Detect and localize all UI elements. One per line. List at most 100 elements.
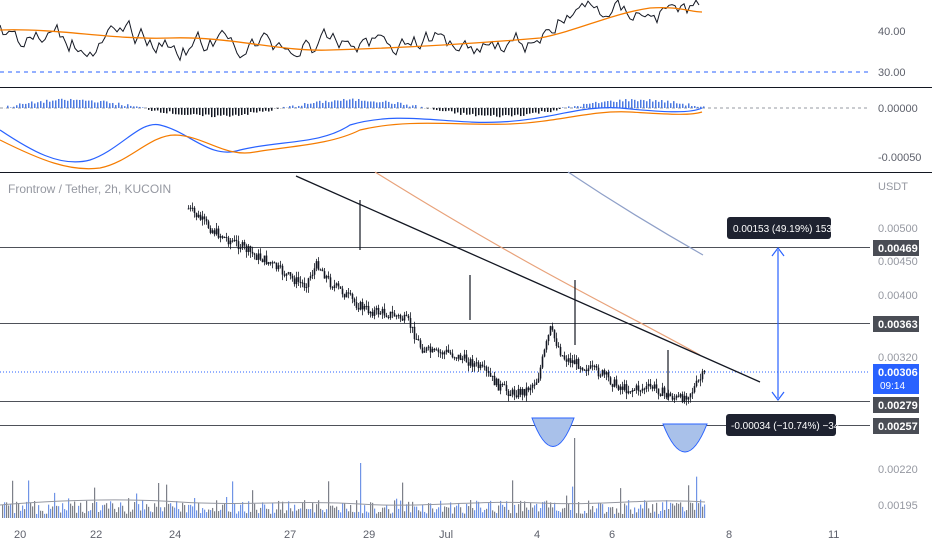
volume-bar <box>644 500 646 518</box>
volume-bar <box>216 500 218 518</box>
candle <box>693 386 696 393</box>
volume-bar <box>376 513 378 518</box>
macd-panel[interactable]: 0.00000 -0.00050 <box>0 98 921 170</box>
macd-bar <box>226 108 228 116</box>
macd-bar <box>58 98 60 108</box>
volume-bar <box>70 503 72 518</box>
macd-bar <box>142 107 144 108</box>
volume-bar <box>308 509 310 518</box>
macd-bar <box>391 103 393 108</box>
volume-bar <box>664 509 666 518</box>
volume-bar <box>676 502 678 518</box>
volume-bar <box>558 511 560 518</box>
macd-bar <box>691 106 693 108</box>
macd-bar <box>517 108 519 115</box>
macd-bar <box>694 105 696 108</box>
volume-bar <box>120 502 122 518</box>
volume-bar <box>28 480 30 518</box>
volume-bar <box>464 513 466 518</box>
volume-bars <box>2 438 706 518</box>
macd-bar <box>628 101 630 108</box>
volume-bar <box>286 510 288 518</box>
volume-bar <box>318 500 320 518</box>
volume-bar <box>572 486 574 518</box>
candle <box>193 207 196 213</box>
volume-bar <box>232 481 234 518</box>
candle <box>387 317 390 319</box>
volume-bar <box>218 511 220 518</box>
candle <box>349 293 352 295</box>
macd-bar <box>640 99 642 108</box>
volume-bar <box>262 502 264 518</box>
volume-bar <box>140 510 142 518</box>
macd-bar <box>490 108 492 116</box>
volume-bar <box>180 511 182 518</box>
time-axis[interactable]: 20 22 24 27 29 Jul 4 6 8 11 <box>14 529 839 541</box>
volume-bar <box>64 509 66 518</box>
candle <box>323 271 326 279</box>
macd-bar <box>154 108 156 111</box>
time-tick-label: 8 <box>726 529 732 541</box>
candle <box>531 384 534 388</box>
macd-bar <box>100 101 102 108</box>
macd-bar <box>613 101 615 108</box>
macd-bar <box>121 105 123 108</box>
time-tick-label: 29 <box>363 529 375 541</box>
volume-bar <box>690 502 692 518</box>
candle <box>613 379 616 387</box>
macd-bar <box>361 100 363 108</box>
candle <box>633 389 636 391</box>
macd-bar <box>448 108 450 111</box>
candle <box>647 383 650 387</box>
volume-bar <box>570 510 572 518</box>
candle <box>637 385 640 392</box>
macd-bar <box>457 108 459 113</box>
macd-bar <box>253 108 255 113</box>
candle <box>305 287 308 289</box>
macd-bar <box>211 108 213 118</box>
volume-bar <box>24 509 26 518</box>
macd-bar <box>202 108 204 117</box>
rsi-panel[interactable]: 40.00 30.00 <box>0 0 906 79</box>
volume-bar <box>378 511 380 518</box>
volume-bar <box>92 503 94 518</box>
candle <box>617 385 620 390</box>
volume-bar <box>90 510 92 518</box>
macd-bar <box>214 108 216 118</box>
volume-bar <box>686 510 688 518</box>
cup-shape-left[interactable] <box>531 417 575 447</box>
cup-shape-right[interactable] <box>662 423 708 453</box>
candle <box>597 367 600 377</box>
macd-bar <box>682 103 684 108</box>
candle <box>367 305 370 314</box>
candle <box>315 261 318 269</box>
volume-bar <box>310 509 312 518</box>
volume-bar <box>52 506 54 518</box>
macd-bar <box>415 105 417 108</box>
volume-bar <box>636 512 638 518</box>
candle <box>539 367 542 379</box>
candle <box>595 365 598 368</box>
macd-bar <box>190 108 192 115</box>
trendline[interactable] <box>295 175 761 383</box>
candle <box>455 357 458 359</box>
macd-bar <box>667 100 669 108</box>
candle <box>259 253 262 260</box>
ma-blue-line <box>567 171 704 256</box>
macd-bar <box>157 108 159 111</box>
volume-bar <box>240 504 242 518</box>
macd-bar <box>28 103 30 108</box>
macd-bar <box>259 108 261 112</box>
macd-bar <box>235 108 237 115</box>
candles <box>187 200 706 406</box>
measure-tooltip-down-text: -0.00034 (−10.74%) −34 <box>731 421 840 432</box>
volume-bar <box>462 512 464 518</box>
candle <box>495 378 498 386</box>
candle <box>503 384 506 386</box>
volume-bar <box>190 504 192 518</box>
candle <box>609 377 612 385</box>
price-panel[interactable]: Frontrow / Tether, 2h, KUCOIN USDT 0.005… <box>0 171 919 512</box>
candle <box>681 394 684 403</box>
volume-bar <box>148 506 150 518</box>
